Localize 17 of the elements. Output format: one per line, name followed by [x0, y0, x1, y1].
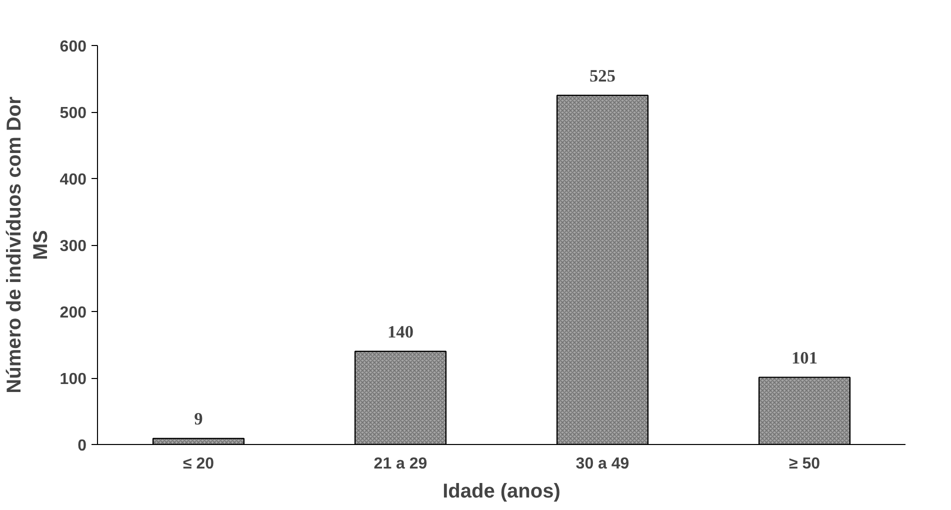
data-label: 9: [194, 410, 204, 429]
y-tick-label: 600: [60, 38, 87, 56]
y-tick-label: 200: [60, 304, 87, 322]
y-tick-label: 300: [60, 238, 87, 255]
data-label: 101: [792, 348, 818, 368]
y-tick-label: 400: [60, 172, 87, 188]
x-tick-label: ≤ 20: [182, 456, 214, 472]
x-tick-label: 21 a 29: [374, 456, 428, 472]
x-tick-label: ≥ 50: [788, 456, 820, 472]
y-axis-title: Número de indivíduos com Dor MS: [3, 96, 52, 394]
y-tick-label: 100: [60, 371, 87, 388]
x-axis-title: Idade (anos): [442, 480, 560, 502]
data-label: 525: [590, 66, 616, 86]
data-label: 140: [388, 322, 414, 342]
y-tick-label: 500: [60, 105, 87, 122]
y-tick-label: 0: [78, 438, 87, 454]
x-tick-label: 30 a 49: [576, 456, 630, 472]
